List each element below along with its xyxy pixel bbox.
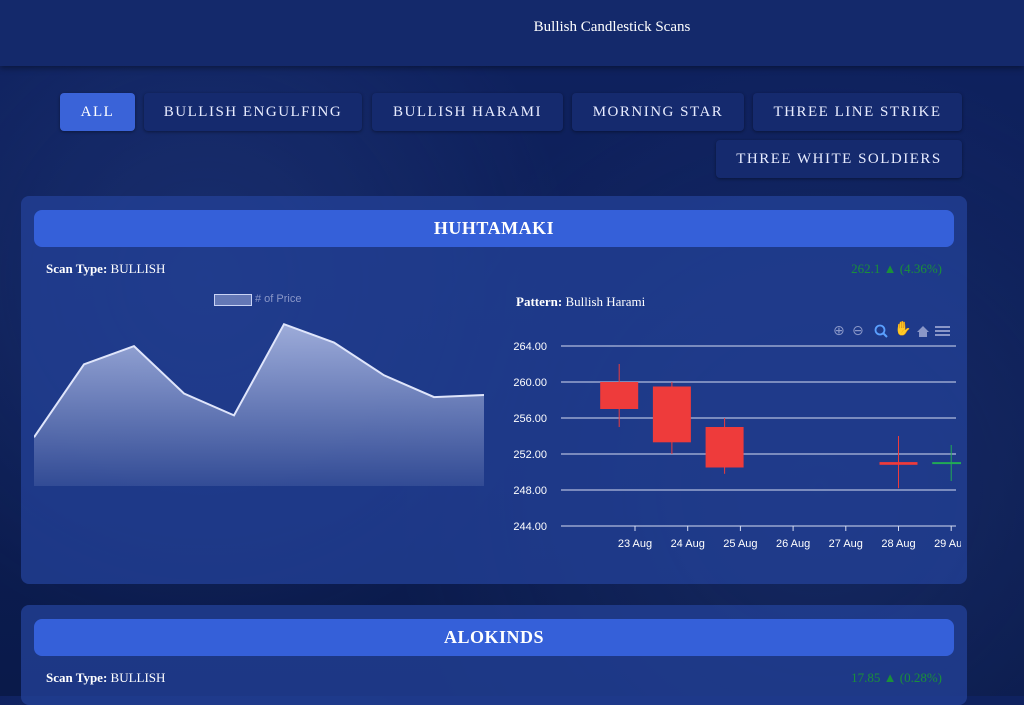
pattern-label: Pattern: xyxy=(516,294,563,309)
pattern-value: Bullish Harami xyxy=(565,294,646,309)
area-legend-label: # of Price xyxy=(255,293,302,305)
x-tick-label: 26 Aug xyxy=(776,538,810,550)
area-series-fill xyxy=(34,324,484,486)
y-tick-label: 264.00 xyxy=(513,341,547,353)
filter-three-white-soldiers-button[interactable]: THREE WHITE SOLDIERS xyxy=(716,140,962,178)
y-tick-label: 252.00 xyxy=(513,449,547,461)
x-tick-label: 25 Aug xyxy=(723,538,757,550)
price-change: 262.1 ▲ (4.36%) xyxy=(851,261,942,276)
candle-body xyxy=(652,386,691,443)
scan-type-label: Scan Type: xyxy=(46,670,108,685)
filter-morning-star-button[interactable]: MORNING STAR xyxy=(572,93,744,131)
y-tick-label: 256.00 xyxy=(513,413,547,425)
scan-type-label: Scan Type: xyxy=(46,261,108,276)
y-tick-label: 248.00 xyxy=(513,485,547,497)
y-tick-label: 244.00 xyxy=(513,521,547,533)
zoom-in-icon[interactable]: ⊕ xyxy=(833,323,845,339)
filter-bullish-engulfing-button[interactable]: BULLISH ENGULFING xyxy=(144,93,362,131)
filter-three-line-strike-button[interactable]: THREE LINE STRIKE xyxy=(753,93,962,131)
price-area-chart xyxy=(34,322,484,486)
x-tick-label: 29 Aug xyxy=(934,538,961,550)
y-tick-label: 260.00 xyxy=(513,377,547,389)
stock-name-header[interactable]: ALOKINDS xyxy=(34,619,954,656)
filter-all-button[interactable]: ALL xyxy=(60,93,135,131)
pattern: Pattern: Bullish Harami xyxy=(516,294,645,310)
candle-body xyxy=(879,462,918,465)
x-tick-label: 28 Aug xyxy=(881,538,915,550)
scan-type-value: BULLISH xyxy=(110,670,166,685)
x-tick-label: 24 Aug xyxy=(671,538,705,550)
area-legend-swatch[interactable] xyxy=(214,294,252,306)
candle-body xyxy=(600,382,639,409)
scan-type: Scan Type: BULLISH xyxy=(46,670,165,686)
stock-name-header[interactable]: HUHTAMAKI xyxy=(34,210,954,247)
scan-type: Scan Type: BULLISH xyxy=(46,261,165,277)
area-series-line xyxy=(34,322,484,438)
stock-card-huhtamaki: HUHTAMAKI Scan Type: BULLISH 262.1 ▲ (4.… xyxy=(21,196,967,584)
x-tick-label: 27 Aug xyxy=(829,538,863,550)
candlestick-chart: 264.00 260.00 256.00 252.00 248.00 244.00 23 A… xyxy=(513,341,961,550)
filter-bullish-harami-button[interactable]: BULLISH HARAMI xyxy=(372,93,563,131)
page-title: Bullish Candlestick Scans xyxy=(533,19,691,35)
home-reset-icon[interactable] xyxy=(916,323,930,339)
stock-card-alokinds: ALOKINDS Scan Type: BULLISH 17.85 ▲ (0.2… xyxy=(21,605,967,705)
zoom-select-icon[interactable] xyxy=(874,323,888,339)
pan-hand-icon[interactable]: ✋ xyxy=(894,321,912,337)
candle-body xyxy=(705,427,744,468)
candle-body xyxy=(932,462,961,465)
price-change: 17.85 ▲ (0.28%) xyxy=(851,670,942,685)
scan-type-value: BULLISH xyxy=(110,261,166,276)
zoom-out-icon[interactable]: ⊖ xyxy=(852,323,864,339)
x-tick-label: 23 Aug xyxy=(618,538,652,550)
top-bar: Bullish Candlestick Scans xyxy=(0,0,1024,66)
menu-icon[interactable] xyxy=(935,323,950,339)
